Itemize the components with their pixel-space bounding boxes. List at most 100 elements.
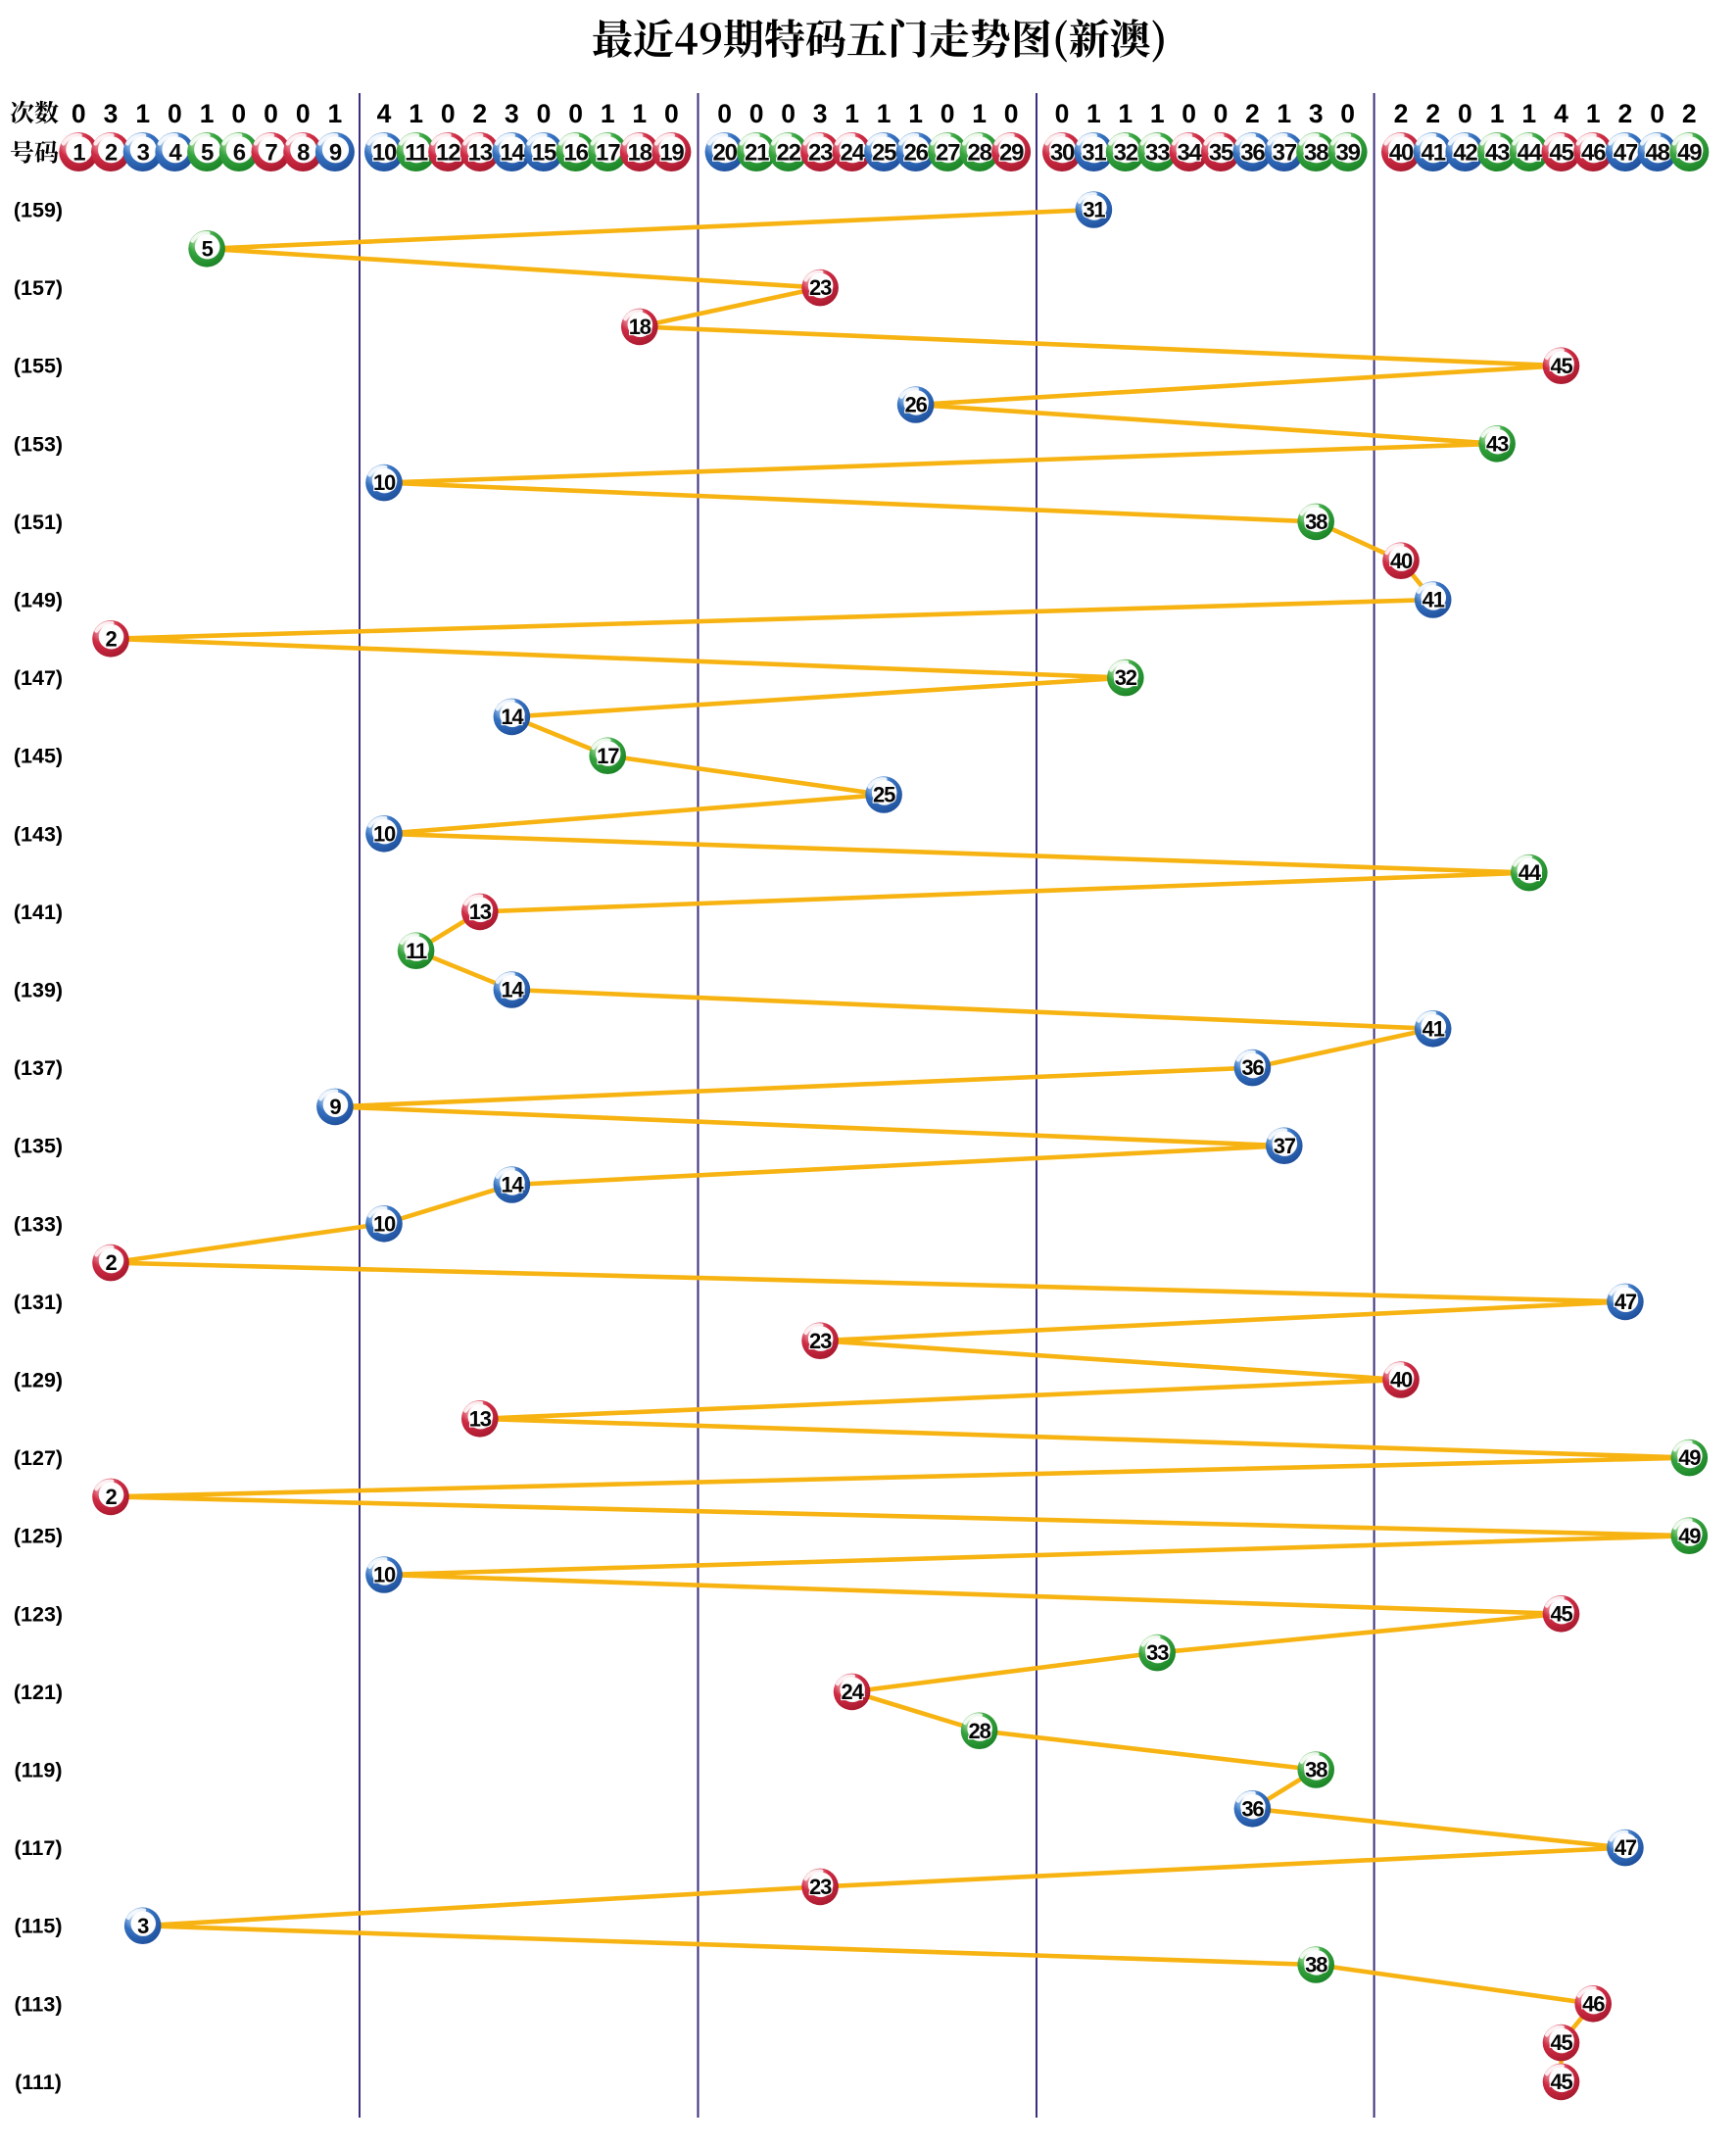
svg-text:35: 35 — [1209, 140, 1233, 167]
svg-text:0: 0 — [168, 99, 182, 128]
svg-text:0: 0 — [1650, 99, 1664, 128]
svg-text:11: 11 — [405, 140, 428, 167]
svg-text:2: 2 — [105, 1250, 117, 1275]
svg-text:32: 32 — [1114, 140, 1138, 167]
svg-text:2: 2 — [472, 99, 487, 128]
svg-text:(159): (159) — [14, 199, 63, 222]
svg-text:11: 11 — [406, 939, 427, 963]
svg-text:(157): (157) — [14, 276, 63, 300]
svg-text:48: 48 — [1645, 140, 1669, 167]
svg-text:38: 38 — [1304, 140, 1328, 167]
svg-text:49: 49 — [1677, 140, 1702, 167]
svg-text:41: 41 — [1423, 1016, 1445, 1041]
svg-text:47: 47 — [1615, 1835, 1637, 1860]
svg-text:44: 44 — [1519, 860, 1542, 885]
svg-text:10: 10 — [373, 1211, 396, 1236]
svg-text:15: 15 — [532, 140, 556, 167]
svg-text:0: 0 — [231, 99, 246, 128]
svg-text:21: 21 — [745, 140, 769, 167]
svg-text:10: 10 — [373, 470, 396, 495]
svg-text:(129): (129) — [14, 1369, 63, 1392]
svg-text:1: 1 — [908, 99, 923, 128]
svg-text:22: 22 — [776, 140, 800, 167]
svg-text:2: 2 — [105, 140, 118, 167]
svg-text:43: 43 — [1485, 140, 1510, 167]
svg-text:0: 0 — [1458, 99, 1472, 128]
svg-text:(125): (125) — [14, 1525, 63, 1548]
svg-text:47: 47 — [1614, 140, 1638, 167]
svg-text:2: 2 — [1618, 99, 1633, 128]
svg-text:13: 13 — [469, 900, 492, 924]
svg-text:46: 46 — [1581, 140, 1606, 167]
svg-text:9: 9 — [329, 140, 342, 167]
svg-text:0: 0 — [1340, 99, 1355, 128]
svg-text:0: 0 — [1004, 99, 1019, 128]
svg-text:46: 46 — [1582, 1991, 1605, 2016]
svg-text:13: 13 — [468, 140, 493, 167]
svg-text:1: 1 — [1118, 99, 1133, 128]
svg-text:17: 17 — [596, 140, 620, 167]
svg-text:41: 41 — [1423, 588, 1445, 612]
svg-text:17: 17 — [597, 744, 619, 768]
svg-text:38: 38 — [1305, 1953, 1327, 1977]
svg-text:0: 0 — [781, 99, 796, 128]
svg-text:25: 25 — [873, 783, 895, 807]
svg-text:10: 10 — [373, 821, 396, 846]
svg-text:40: 40 — [1389, 140, 1414, 167]
svg-text:32: 32 — [1115, 665, 1137, 690]
svg-text:1: 1 — [1586, 99, 1601, 128]
svg-text:23: 23 — [808, 140, 833, 167]
svg-text:1: 1 — [1086, 99, 1101, 128]
svg-text:5: 5 — [201, 140, 214, 167]
svg-text:23: 23 — [809, 1329, 832, 1353]
svg-text:45: 45 — [1550, 354, 1572, 378]
svg-text:0: 0 — [441, 99, 456, 128]
svg-text:2: 2 — [105, 1485, 117, 1509]
svg-text:(155): (155) — [14, 355, 63, 378]
svg-text:44: 44 — [1518, 140, 1543, 167]
svg-text:0: 0 — [1055, 99, 1070, 128]
svg-text:42: 42 — [1453, 140, 1477, 167]
svg-text:0: 0 — [264, 99, 278, 128]
svg-text:1: 1 — [632, 99, 647, 128]
svg-text:1: 1 — [135, 99, 150, 128]
svg-text:6: 6 — [233, 140, 246, 167]
svg-text:14: 14 — [501, 1173, 524, 1197]
svg-text:3: 3 — [137, 1914, 149, 1938]
svg-text:37: 37 — [1273, 140, 1297, 167]
svg-text:47: 47 — [1615, 1290, 1637, 1314]
svg-text:2: 2 — [1425, 99, 1440, 128]
svg-text:31: 31 — [1083, 198, 1105, 222]
svg-text:45: 45 — [1550, 1601, 1572, 1626]
svg-text:0: 0 — [717, 99, 732, 128]
svg-text:1: 1 — [409, 99, 423, 128]
svg-text:14: 14 — [501, 705, 524, 729]
svg-text:1: 1 — [328, 99, 343, 128]
svg-text:5: 5 — [202, 236, 214, 261]
svg-text:4: 4 — [1554, 99, 1568, 128]
svg-text:29: 29 — [999, 140, 1024, 167]
svg-text:33: 33 — [1145, 140, 1170, 167]
svg-text:23: 23 — [809, 1875, 832, 1899]
svg-text:0: 0 — [1214, 99, 1229, 128]
svg-text:(123): (123) — [14, 1602, 63, 1626]
svg-text:2: 2 — [1394, 99, 1409, 128]
svg-text:7: 7 — [265, 140, 277, 167]
svg-text:1: 1 — [844, 99, 859, 128]
svg-text:36: 36 — [1240, 140, 1265, 167]
svg-text:1: 1 — [72, 140, 85, 167]
svg-text:3: 3 — [813, 99, 828, 128]
svg-text:36: 36 — [1241, 1796, 1264, 1821]
svg-text:(111): (111) — [15, 2071, 62, 2094]
svg-text:26: 26 — [903, 140, 928, 167]
svg-text:41: 41 — [1422, 140, 1446, 167]
svg-text:8: 8 — [297, 140, 310, 167]
svg-text:(117): (117) — [14, 1836, 62, 1860]
svg-text:24: 24 — [840, 140, 865, 167]
svg-text:12: 12 — [436, 140, 460, 167]
svg-text:(137): (137) — [14, 1056, 63, 1080]
svg-text:37: 37 — [1274, 1134, 1296, 1158]
svg-text:1: 1 — [1150, 99, 1165, 128]
svg-text:16: 16 — [563, 140, 588, 167]
svg-text:31: 31 — [1082, 140, 1106, 167]
